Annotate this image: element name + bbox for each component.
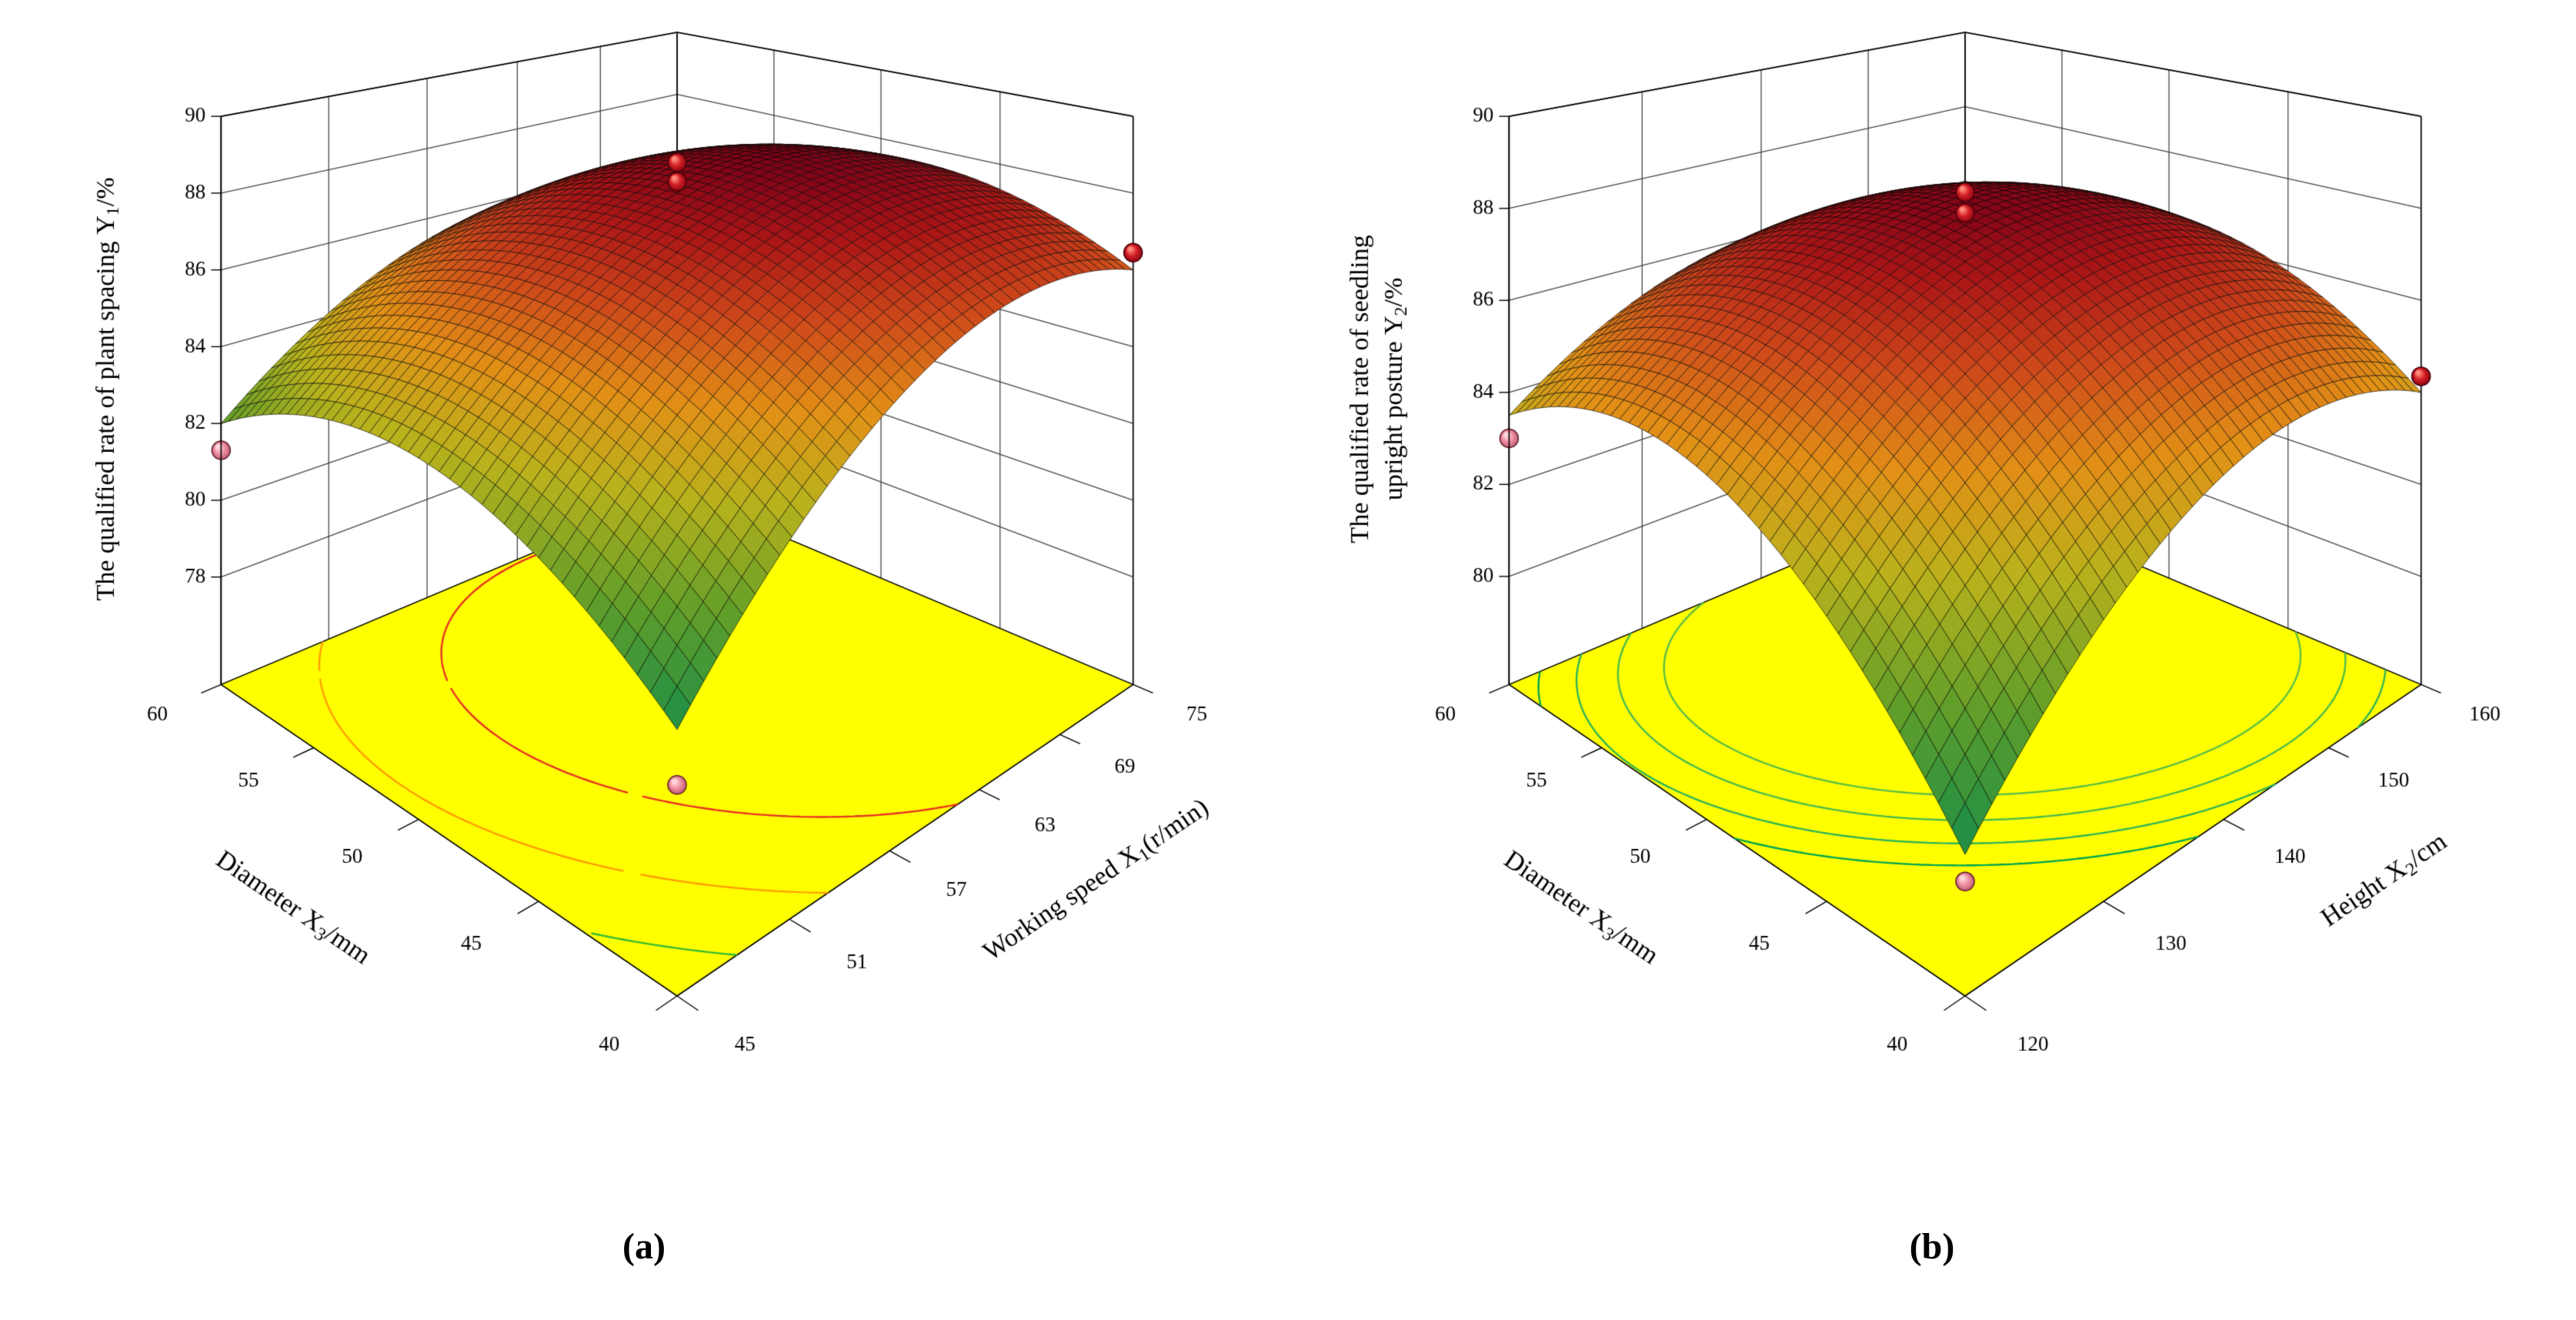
panel-b-caption: (b)	[1909, 1226, 1955, 1267]
surface-plot-a: (a)	[0, 0, 1288, 1268]
panel-a-caption: (a)	[622, 1226, 666, 1267]
surface-chart-a-canvas	[0, 0, 1288, 1224]
surface-chart-b-canvas	[1288, 0, 2576, 1224]
response-surface-figure: (a) (b)	[0, 0, 2576, 1268]
surface-plot-b: (b)	[1288, 0, 2576, 1268]
